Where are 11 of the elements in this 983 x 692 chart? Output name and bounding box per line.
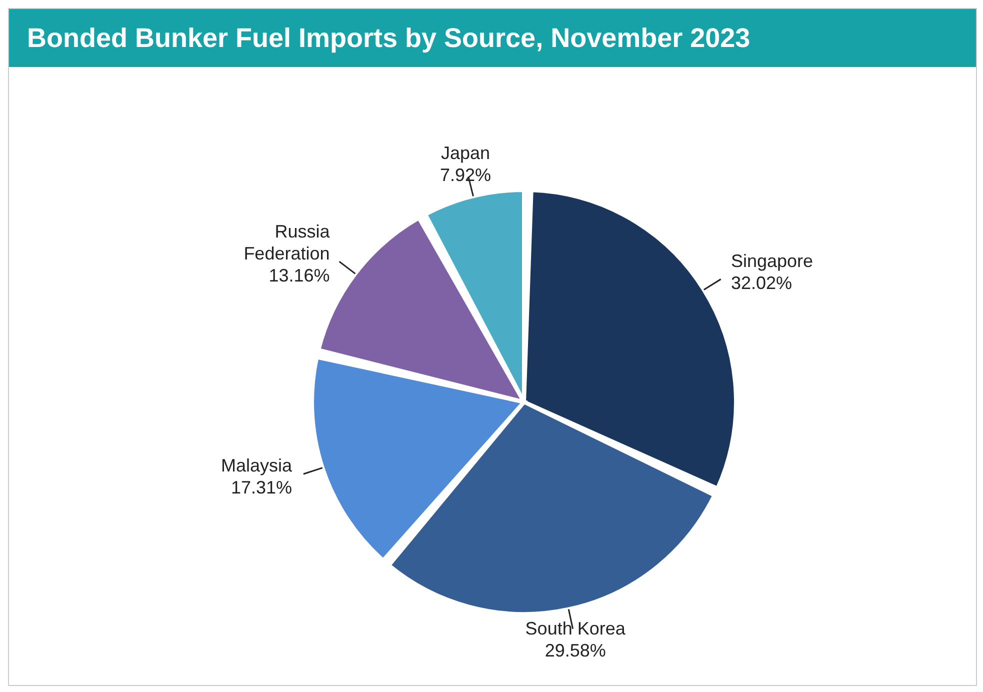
slice-label: Russia Federation <box>244 221 331 264</box>
data-label: 7.92% <box>440 165 492 186</box>
data-label: 29.58% <box>544 640 606 661</box>
slice-label: Japan <box>441 143 490 164</box>
data-label: 13.16% <box>268 265 330 286</box>
chart-title: Bonded Bunker Fuel Imports by Source, November 2023 <box>9 9 976 67</box>
data-label: 32.02% <box>731 272 792 293</box>
slice-label: Malaysia <box>221 456 294 476</box>
slice-label: Singapore <box>731 250 814 271</box>
slice-label: South Korea <box>525 618 626 639</box>
data-label: 17.31% <box>230 478 292 498</box>
